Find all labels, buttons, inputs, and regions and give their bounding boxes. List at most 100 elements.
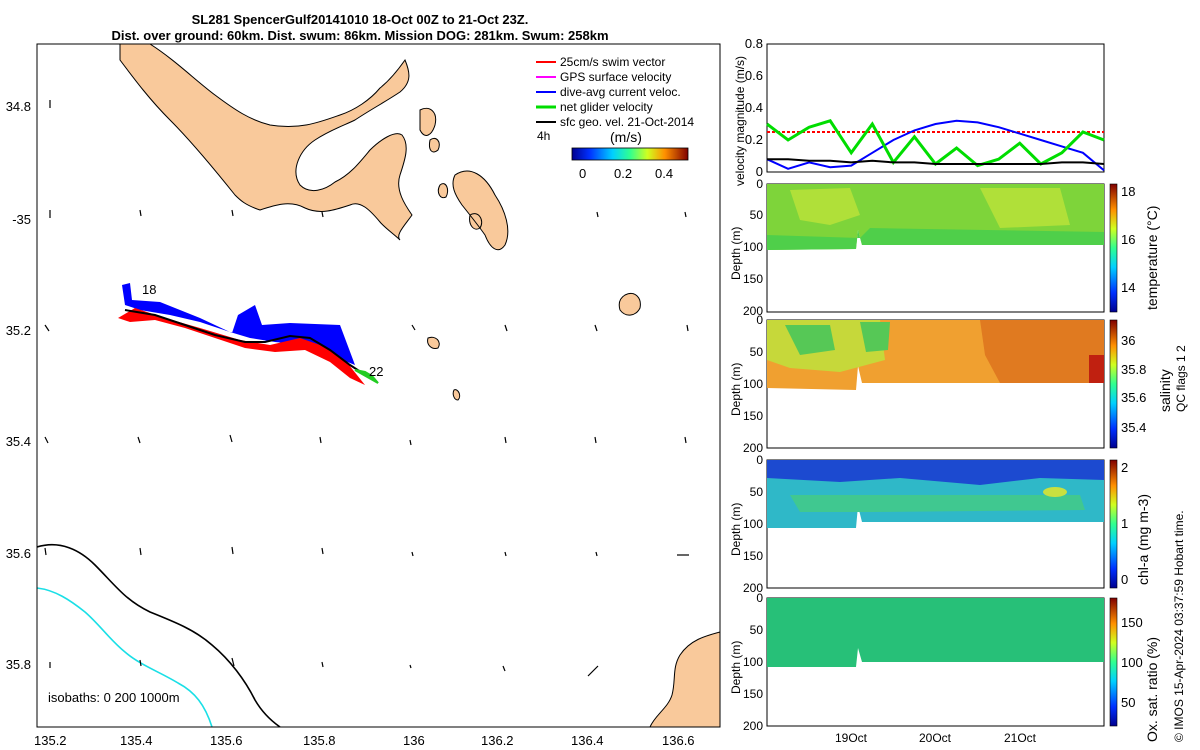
chart-title-line2: Dist. over ground: 60km. Dist. swum: 86k… <box>111 28 609 43</box>
copyright-label: © IMOS 15-Apr-2024 03:37:59 Hobart time. <box>1172 510 1186 742</box>
x-tick: 136 <box>403 733 425 748</box>
depth-y-labels: Depth (m) Depth (m) Depth (m) Depth (m) <box>729 227 743 694</box>
chla-depth-label: Depth (m) <box>729 503 743 556</box>
map-y-ticks: 34.8 -35 35.2 35.4 35.6 35.8 <box>6 99 31 672</box>
chart-title-line1: SL281 SpencerGulf20141010 18-Oct 00Z to … <box>191 12 529 27</box>
temperature-cool-layer <box>767 228 1104 250</box>
geo-arrow <box>684 436 687 444</box>
svg-text:50: 50 <box>750 208 764 222</box>
colorbar-title: (m/s) <box>610 129 642 145</box>
svg-text:200: 200 <box>743 441 763 455</box>
svg-text:0: 0 <box>756 591 763 605</box>
oxygen-field <box>767 598 1104 667</box>
geo-arrow <box>231 657 235 667</box>
map-x-ticks: 135.2 135.4 135.6 135.8 136 136.2 136.4 … <box>34 733 695 748</box>
y-tick: 34.8 <box>6 99 31 114</box>
geo-arrow <box>684 211 687 218</box>
land-southeast <box>649 631 720 727</box>
legend-label-sfcgeo: sfc geo. vel. 21-Oct-2014 <box>560 115 694 129</box>
vel-y-tick: 0.2 <box>745 132 763 147</box>
temperature-cbar-label: temperature (°C) <box>1144 206 1160 310</box>
svg-text:150: 150 <box>743 549 763 563</box>
land-islands-east <box>419 107 641 401</box>
geo-arrow <box>44 436 49 444</box>
geo-arrow <box>139 547 142 556</box>
velocity-series-line <box>767 158 1105 165</box>
svg-text:200: 200 <box>743 304 763 318</box>
geo-arrow <box>321 661 324 668</box>
chla-cbar-tick: 1 <box>1121 516 1128 531</box>
vel-y-label: velocity magnitude (m/s) <box>733 56 747 186</box>
temp-cbar-tick: 14 <box>1121 280 1135 295</box>
geo-arrow <box>504 551 507 557</box>
chla-cbar-tick: 2 <box>1121 460 1128 475</box>
map-legend: 25cm/s swim vector GPS surface velocity … <box>536 55 694 143</box>
geo-arrow <box>411 551 414 557</box>
temp-cbar-tick: 16 <box>1121 232 1135 247</box>
colorbar-tick-2: 0.4 <box>655 166 673 181</box>
chla-colorbar <box>1109 459 1118 589</box>
geo-arrow <box>321 211 324 218</box>
legend-label-swim: 25cm/s swim vector <box>560 55 665 69</box>
geo-arrow <box>595 551 598 557</box>
vel-y-tick: 0.6 <box>745 68 763 83</box>
svg-text:150: 150 <box>743 409 763 423</box>
svg-text:200: 200 <box>743 719 763 733</box>
velocity-series <box>766 119 1105 172</box>
time-tick: 20Oct <box>919 731 952 745</box>
temp-cbar-tick: 18 <box>1121 184 1135 199</box>
x-tick: 135.8 <box>303 733 336 748</box>
svg-text:150: 150 <box>743 272 763 286</box>
geo-arrow <box>44 547 47 556</box>
geo-arrow <box>504 436 507 444</box>
geo-arrow <box>231 546 234 555</box>
track-label-end: 22 <box>369 364 383 379</box>
salinity-very-low-patch <box>785 322 890 355</box>
chla-surface-layer <box>767 460 1104 485</box>
vel-y-tick: 0 <box>756 164 763 179</box>
geo-arrow <box>44 324 50 332</box>
ox-depth-label: Depth (m) <box>729 641 743 694</box>
colorbar-tick-1: 0.2 <box>614 166 632 181</box>
geo-arrow <box>587 665 599 677</box>
svg-text:50: 50 <box>750 623 764 637</box>
svg-text:150: 150 <box>743 687 763 701</box>
chla-panel: 2 1 0 chl-a (mg m-3) <box>766 459 1151 589</box>
geo-arrow <box>409 439 412 446</box>
track-red-swim <box>118 308 365 385</box>
isobath-legend: isobaths: 0 200 1000m <box>48 690 180 705</box>
y-tick: 35.4 <box>6 434 31 449</box>
temperature-colorbar <box>1109 183 1118 313</box>
salinity-colorbar <box>1109 319 1118 449</box>
sal-depth-label: Depth (m) <box>729 363 743 416</box>
velocity-panel: 0 0.2 0.4 0.6 0.8 velocity magnitude (m/… <box>733 36 1105 186</box>
salinity-high-patch <box>980 320 1104 383</box>
time-tick: 19Oct <box>835 731 868 745</box>
time-axis: 19Oct 20Oct 21Oct <box>835 731 1037 745</box>
oxygen-colorbar <box>1109 597 1118 727</box>
svg-text:100: 100 <box>743 377 763 391</box>
oxygen-cbar-label: Ox. sat. ratio (%) <box>1144 637 1160 742</box>
sal-cbar-tick: 35.8 <box>1121 362 1146 377</box>
x-tick: 136.2 <box>481 733 514 748</box>
sal-cbar-tick: 35.6 <box>1121 390 1146 405</box>
colorbar-tick-0: 0 <box>579 166 586 181</box>
ox-cbar-tick: 100 <box>1121 655 1143 670</box>
x-tick: 135.6 <box>210 733 243 748</box>
geo-arrow <box>504 324 508 332</box>
sal-cbar-tick: 35.4 <box>1121 420 1146 435</box>
x-tick: 135.4 <box>120 733 153 748</box>
map-frame <box>36 43 721 728</box>
x-tick: 136.6 <box>662 733 695 748</box>
geo-arrow <box>686 324 689 332</box>
geo-arrow <box>139 659 142 667</box>
legend-label-net: net glider velocity <box>560 100 653 114</box>
svg-text:100: 100 <box>743 655 763 669</box>
temperature-panel: 18 16 14 temperature (°C) <box>766 183 1160 313</box>
y-tick: 35.2 <box>6 323 31 338</box>
ox-cbar-tick: 150 <box>1121 615 1143 630</box>
geo-arrow <box>137 436 141 444</box>
speed-colorbar <box>571 147 689 161</box>
velocity-series-line <box>766 119 1105 172</box>
